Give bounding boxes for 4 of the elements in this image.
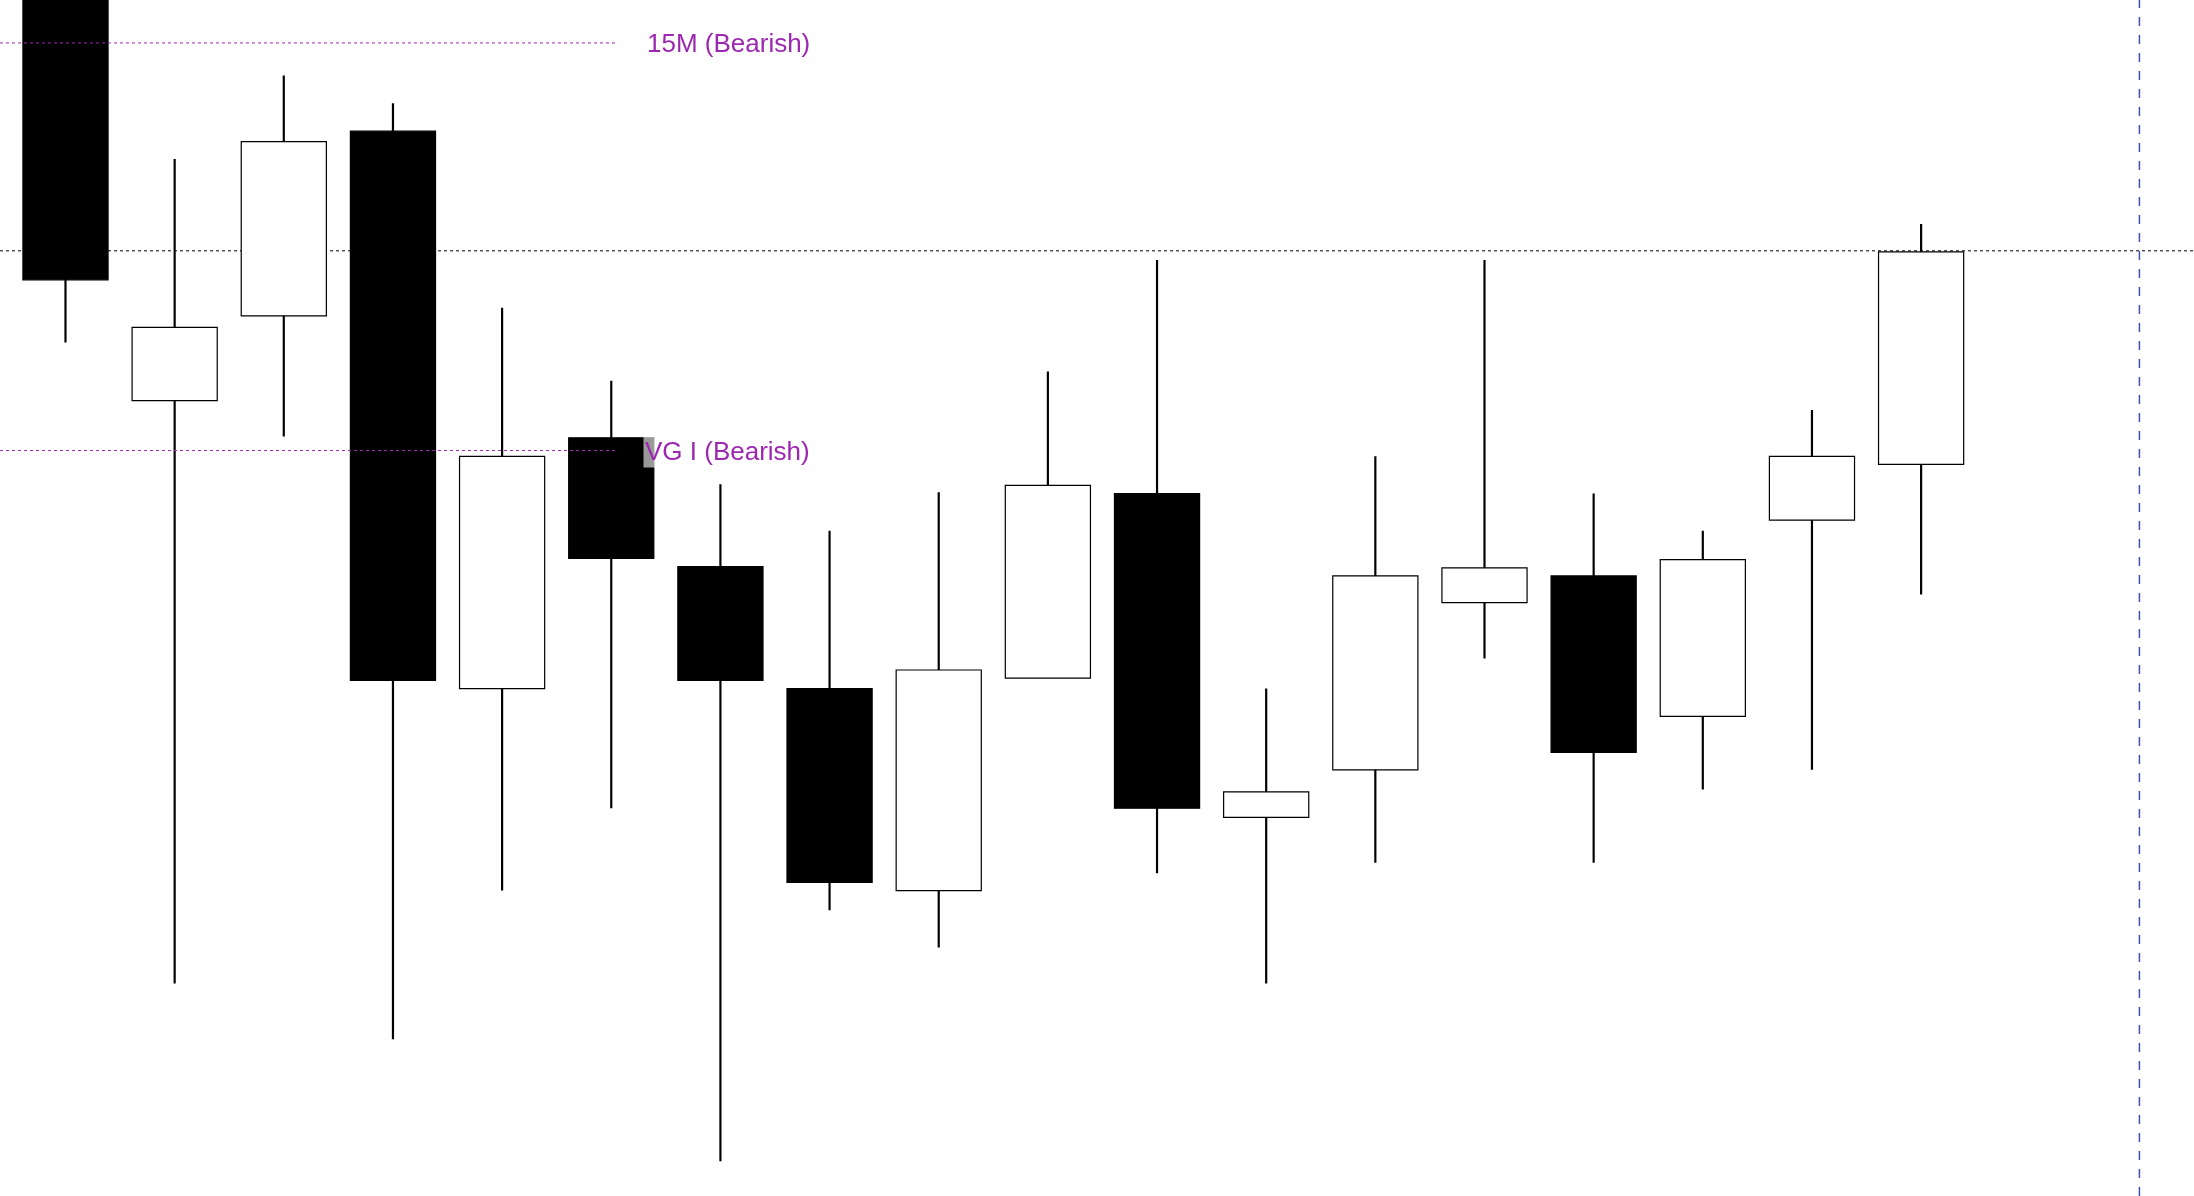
candlestick: [677, 484, 764, 1162]
candlestick: [1441, 260, 1528, 659]
ref-line-label: VG I (Bearish): [645, 436, 810, 466]
ref-line-label: 15M (Bearish): [647, 28, 811, 58]
